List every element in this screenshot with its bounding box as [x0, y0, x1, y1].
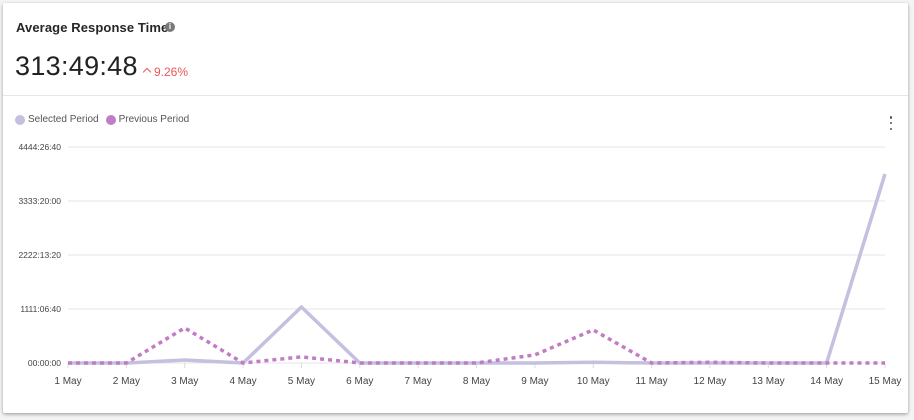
y-tick-label: 1111:06:40	[20, 304, 61, 314]
legend-item-selected-period[interactable]: Selected Period	[15, 114, 99, 125]
x-tick-label: 7 May	[405, 376, 432, 387]
line-chart: 00:00:00 1111:06:40 2222:13:20 3333:20:00 44…	[18, 142, 902, 387]
x-tick-label: 5 May	[288, 376, 315, 387]
x-tick-label: 6 May	[346, 376, 373, 387]
y-tick-label: 00:00:00	[28, 358, 61, 368]
delta-badge: 9.26%	[142, 65, 189, 79]
x-tick-label: 10 May	[577, 376, 610, 387]
x-tick-label: 12 May	[694, 376, 727, 387]
delta-value: 9.26%	[154, 65, 189, 79]
y-tick-label: 4444:26:40	[18, 142, 61, 152]
x-tick-label: 13 May	[752, 376, 785, 387]
y-tick-label: 3333:20:00	[18, 196, 61, 206]
x-tick-label: 2 May	[113, 376, 140, 387]
legend-label: Previous Period	[118, 114, 190, 125]
legend-dot-icon	[105, 114, 116, 125]
legend-dot-icon	[15, 114, 25, 125]
more-vertical-icon[interactable]	[888, 116, 894, 130]
average-response-time-card: Average Response Time i 313:49:48 9.26% …	[3, 3, 908, 413]
x-tick-label: 15 May	[869, 376, 902, 387]
series-line-selected-period[interactable]	[68, 173, 887, 365]
chart-legend: Selected Period Previous Period	[15, 114, 196, 125]
info-icon[interactable]: i	[165, 22, 175, 32]
card-header: Average Response Time i 313:49:48 9.26%	[3, 3, 908, 96]
x-tick-label: 14 May	[810, 376, 843, 387]
x-tick-label: 11 May	[636, 376, 668, 387]
y-tick-label: 2222:13:20	[18, 250, 61, 260]
x-tick-label: 1 May	[54, 376, 81, 387]
x-tick-label: 3 May	[171, 376, 198, 387]
legend-label: Selected Period	[28, 114, 99, 125]
legend-item-previous-period[interactable]: Previous Period	[105, 114, 190, 125]
x-tick-label: 4 May	[229, 376, 256, 387]
card-title: Average Response Time	[16, 20, 169, 35]
x-tick-label: 9 May	[521, 376, 548, 387]
metric-value: 313:49:48	[15, 51, 138, 81]
series-line-previous-period[interactable]	[68, 326, 885, 365]
x-tick-label: 8 May	[463, 376, 490, 387]
